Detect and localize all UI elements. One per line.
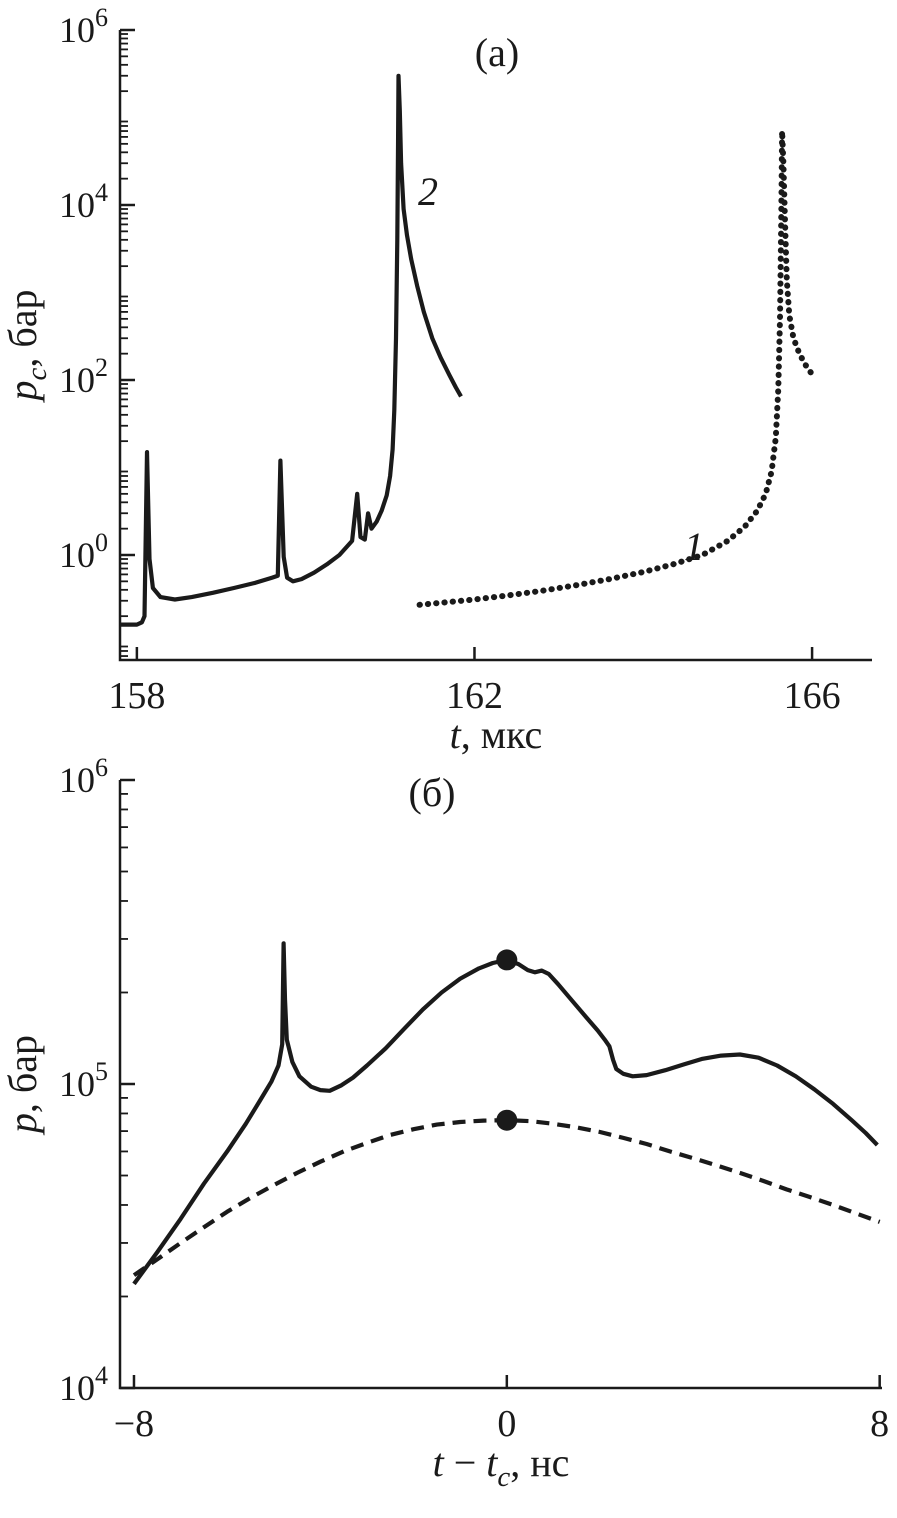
panel-a-x-tick-label: 162 [446, 675, 503, 717]
panel-b-title: (б) [409, 770, 456, 815]
panel-b: 104 105 106 −8 0 8 t − tc, нс p, бар (б) [0, 753, 889, 1493]
panel-a-x-tick-label: 166 [784, 675, 841, 717]
panel-a-y-tick-label: 100 [59, 528, 108, 575]
panel-a-y-tick-label: 104 [59, 178, 108, 225]
panel-b-y-tick-label: 104 [59, 1361, 108, 1408]
panel-b-x-tick-label: 8 [870, 1403, 889, 1445]
panel-a-curve-1 [416, 128, 815, 608]
panel-b-y-ticks [120, 778, 135, 1390]
panel-a-y-tick-label: 106 [59, 3, 108, 50]
panel-b-y-axis-label: p, бар [0, 1035, 45, 1136]
panel-b-y-tick-label: 105 [59, 1057, 108, 1104]
panel-b-x-tick-label: 0 [497, 1403, 516, 1445]
panel-a-title: (а) [475, 30, 519, 75]
panel-a-y-tick-label: 102 [59, 353, 108, 400]
panel-a-x-axis-label: t, мкс [450, 712, 543, 757]
panel-a-curve-label-2: 2 [418, 169, 438, 214]
panel-a: 100 102 104 106 158 162 166 t, мкс pc, бар (а) 2 1 [0, 3, 872, 757]
panel-b-x-axis-label: t − tc, нс [433, 1440, 570, 1493]
panel-a-x-tick-label: 158 [108, 675, 165, 717]
panel-b-marker-dot [496, 1109, 518, 1131]
panel-b-y-tick-label: 106 [59, 753, 108, 800]
panel-a-curve-2 [120, 73, 463, 627]
panel-b-x-tick-label: −8 [114, 1403, 154, 1445]
panel-a-axes [118, 30, 872, 662]
panel-a-y-ticks [120, 28, 135, 657]
panel-b-curve-dashed [132, 1118, 881, 1277]
panel-b-marker-dot [496, 949, 518, 971]
panel-b-axes [118, 780, 882, 1390]
panel-a-y-axis-label: pc, бар [0, 290, 53, 404]
panel-a-curve-label-1: 1 [684, 524, 704, 569]
